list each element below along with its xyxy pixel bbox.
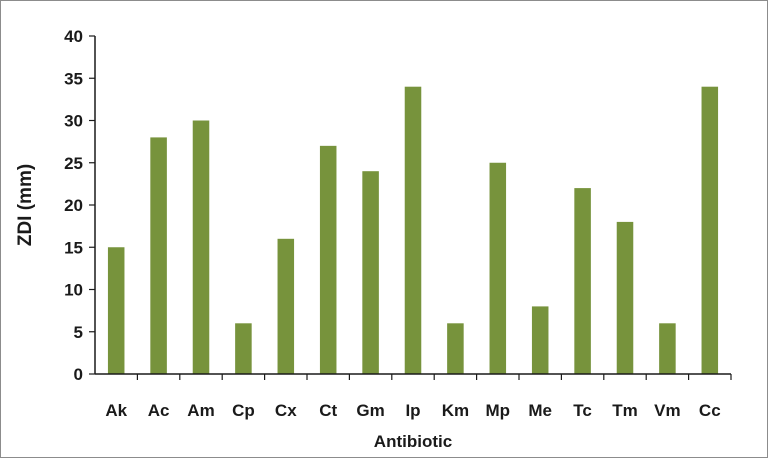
bar-ct: [319, 145, 337, 374]
bar-ac: [150, 137, 167, 374]
x-tick-label: Km: [442, 401, 469, 420]
y-tick-label: 20: [64, 196, 83, 215]
x-tick-label: Me: [528, 401, 552, 420]
bar-tc: [574, 188, 591, 374]
bar-km: [447, 323, 464, 374]
x-tick-label: Gm: [356, 401, 384, 420]
bar-mp: [489, 162, 507, 374]
x-axis-label: Antibiotic: [374, 432, 452, 451]
bar-ip: [404, 86, 422, 374]
bar-ak: [107, 247, 125, 374]
bar-cc: [701, 86, 719, 374]
bar-am: [192, 120, 210, 374]
bar-cp: [235, 323, 252, 374]
x-tick-label: Am: [187, 401, 214, 420]
x-tick-label: Ak: [105, 401, 127, 420]
y-tick-label: 15: [64, 238, 83, 257]
y-tick-label: 40: [64, 27, 83, 46]
y-tick-label: 5: [74, 323, 83, 342]
y-tick-label: 25: [64, 154, 83, 173]
x-tick-label: Cx: [275, 401, 297, 420]
x-tick-label: Tm: [612, 401, 638, 420]
bar-vm: [659, 323, 676, 374]
x-tick-label: Ip: [405, 401, 420, 420]
y-axis-label: ZDI (mm): [15, 164, 36, 246]
bar-gm: [362, 171, 379, 374]
x-tick-label: Cc: [699, 401, 721, 420]
y-axis-ticks: 0 5 10 15 20 25 30 35 40: [64, 27, 95, 384]
x-axis-ticks: Ak Ac Am Cp Cx Ct Gm Ip Km Mp Me Tc Tm Vm Cc: [105, 374, 732, 420]
y-tick-label: 35: [64, 69, 83, 88]
x-tick-label: Tc: [573, 401, 592, 420]
y-tick-label: 0: [74, 365, 83, 384]
x-tick-label: Ct: [319, 401, 337, 420]
bar-me: [531, 306, 549, 374]
y-tick-label: 30: [64, 112, 83, 131]
x-tick-label: Mp: [486, 401, 511, 420]
bar-tm: [616, 221, 634, 374]
bar-cx: [277, 238, 295, 374]
x-tick-label: Vm: [654, 401, 680, 420]
x-tick-label: Ac: [148, 401, 170, 420]
bars: [107, 86, 719, 374]
y-tick-label: 10: [64, 281, 83, 300]
x-tick-label: Cp: [232, 401, 255, 420]
